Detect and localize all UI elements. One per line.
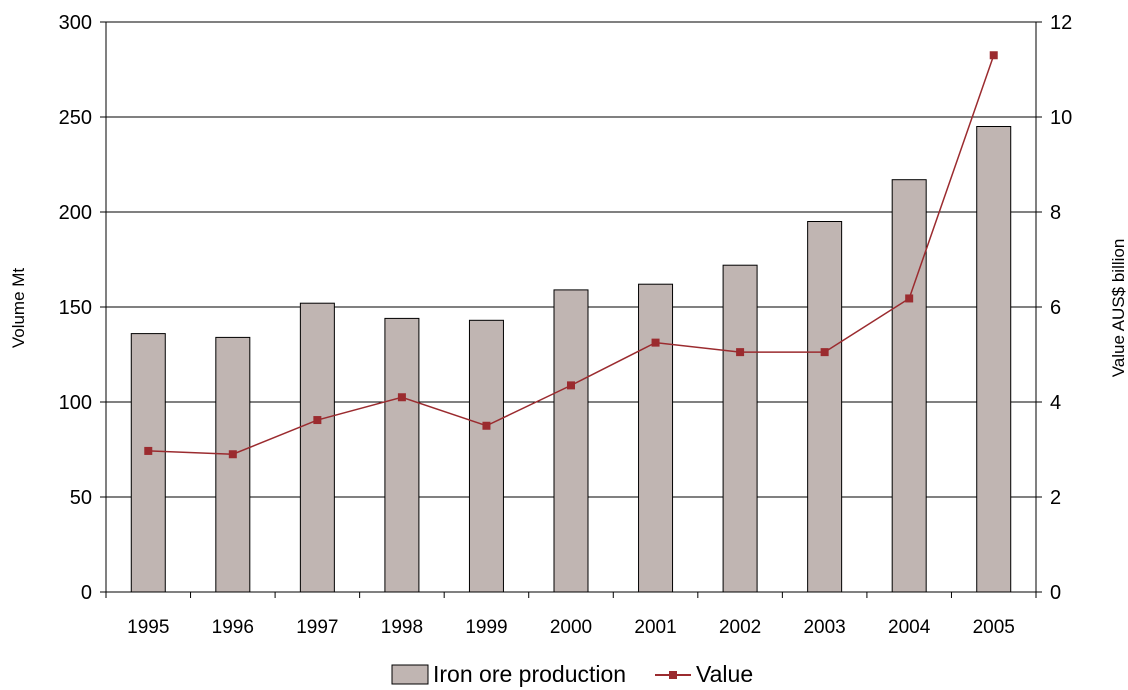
x-tick-label: 1996 <box>212 617 254 638</box>
bar-1996 <box>215 336 251 593</box>
left-tick-label: 300 <box>59 12 92 34</box>
legend-line-marker <box>669 671 677 679</box>
left-tick-label: 0 <box>81 582 92 604</box>
left-tick-label: 100 <box>59 392 92 414</box>
bar-2002 <box>722 264 758 593</box>
x-axis-ticks: 1995 1996 1997 1998 1999 2000 2001 2002 2003 2004… <box>127 617 1015 638</box>
bar-2005 <box>976 126 1012 593</box>
x-tick-label: 1997 <box>296 617 338 638</box>
bar-series <box>130 126 1012 593</box>
value-point-1996 <box>228 450 237 459</box>
x-tick-label: 2005 <box>973 617 1015 638</box>
right-tick-label: 0 <box>1050 582 1061 604</box>
line-series <box>144 51 998 459</box>
right-tick-label: 10 <box>1050 107 1072 129</box>
bar-1997 <box>299 302 335 593</box>
value-point-2001 <box>651 338 660 347</box>
left-axis-ticks: 0 50 100 150 200 250 300 <box>59 12 92 604</box>
left-tick-label: 200 <box>59 202 92 224</box>
x-tick-label: 2000 <box>550 617 592 638</box>
legend-line-label: Value <box>696 661 753 687</box>
bar-2000 <box>553 289 589 593</box>
bar-1995 <box>130 333 166 593</box>
bar-2001 <box>638 283 674 593</box>
left-tick-label: 150 <box>59 297 92 319</box>
value-point-1999 <box>482 421 491 430</box>
value-point-1995 <box>144 446 153 455</box>
x-tick-label: 1998 <box>381 617 423 638</box>
bar-2004 <box>891 179 927 593</box>
right-tick-label: 12 <box>1050 12 1072 34</box>
x-tick-label: 2002 <box>719 617 761 638</box>
left-tick-label: 250 <box>59 107 92 129</box>
value-point-2000 <box>567 381 575 390</box>
value-point-2004 <box>905 294 914 303</box>
legend-bar-label: Iron ore production <box>433 661 626 687</box>
value-point-2005 <box>989 51 998 60</box>
bar-2003 <box>807 221 843 593</box>
value-point-2002 <box>736 348 745 357</box>
legend: Iron ore production Value <box>391 661 753 687</box>
x-tick-label: 2003 <box>803 617 845 638</box>
legend-bar-swatch <box>391 664 429 685</box>
axes <box>100 21 1042 598</box>
value-point-2003 <box>820 348 829 357</box>
right-axis-title: Value AUS$ billion <box>1109 239 1128 378</box>
value-point-1997 <box>313 416 322 425</box>
right-axis-ticks: 0 2 4 6 8 10 12 <box>1050 12 1072 604</box>
bar-1999 <box>468 319 504 593</box>
left-axis-title: Volume Mt <box>9 268 28 349</box>
x-tick-label: 1995 <box>127 617 169 638</box>
bar-1998 <box>384 317 420 593</box>
left-tick-label: 50 <box>70 487 92 509</box>
right-tick-label: 6 <box>1050 297 1061 319</box>
x-tick-label: 1999 <box>465 617 507 638</box>
value-point-1998 <box>397 393 406 402</box>
right-tick-label: 8 <box>1050 202 1061 224</box>
x-tick-label: 2004 <box>888 617 931 638</box>
x-tick-label: 2001 <box>634 617 676 638</box>
right-tick-label: 4 <box>1050 392 1061 414</box>
right-tick-label: 2 <box>1050 487 1061 509</box>
